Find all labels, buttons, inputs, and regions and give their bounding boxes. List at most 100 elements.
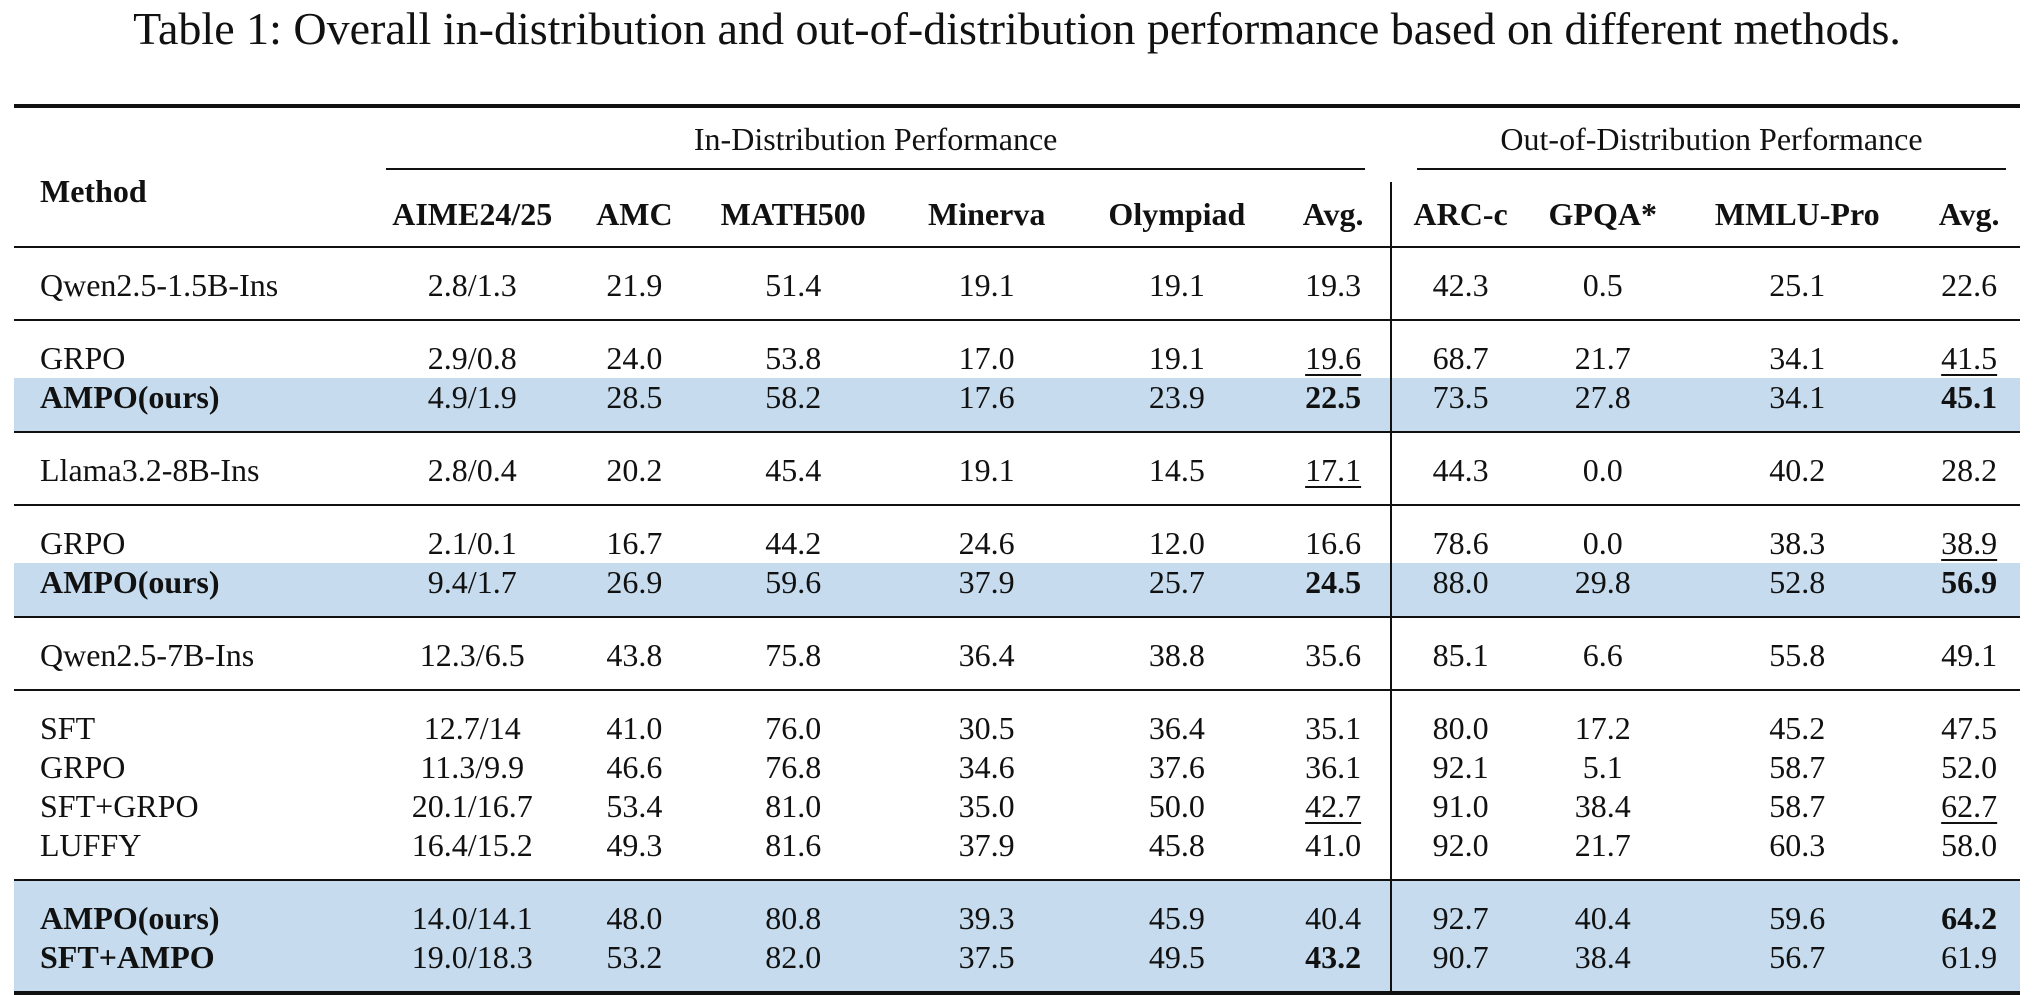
value-text: 26.9 [606,564,663,600]
value-text: 92.7 [1432,900,1489,936]
value-cell: 0.0 [1529,504,1677,563]
value-cell: 55.8 [1676,616,1919,690]
value-text: 49.1 [1941,637,1998,673]
value-text: 19.6 [1305,340,1362,376]
value-text: 45.9 [1148,900,1205,936]
value-text: 2.8/1.3 [427,267,517,303]
value-cell: 2.8/0.4 [366,431,579,505]
value-text: 53.8 [765,340,822,376]
method-cell: LUFFY [40,827,142,863]
value-cell: 35.1 [1276,689,1392,748]
value-text: 30.5 [958,710,1015,746]
table-row: AMPO(ours) 14.0/14.1 48.0 80.8 39.3 45.9 40.4 9… [14,879,2020,938]
column-header-row: AIME24/25 AMC MATH500 Minerva Olympiad A… [14,182,2020,247]
value-cell: 38.4 [1529,787,1676,826]
col-header: Olympiad [1108,195,1246,232]
value-text: 16.4/15.2 [411,827,533,863]
value-cell: 34.1 [1676,319,1919,378]
value-cell: 38.9 [1918,504,2020,563]
value-text: 45.4 [765,452,822,488]
value-text: 37.9 [958,564,1015,600]
value-cell: 46.6 [578,748,690,787]
value-cell: 19.0/18.3 [366,938,579,995]
value-text: 24.6 [958,525,1015,561]
value-cell: 36.1 [1276,748,1392,787]
value-text: 61.9 [1941,939,1998,975]
value-cell: 62.7 [1918,787,2020,826]
value-cell: 58.7 [1676,787,1918,826]
value-text: 88.0 [1432,564,1489,600]
group-header-row: Method In-Distribution Performance Out-o… [14,106,2020,209]
value-cell: 92.1 [1391,748,1529,787]
value-cell: 25.1 [1676,246,1919,320]
value-text: 36.4 [958,637,1015,673]
method-header: Method [40,172,147,209]
value-text: 90.7 [1432,939,1489,975]
value-cell: 56.7 [1676,938,1919,995]
value-text: 28.2 [1941,452,1998,488]
method-cell: GRPO [14,504,367,563]
value-cell: 16.4/15.2 [366,826,578,880]
value-cell: 47.5 [1918,689,2020,748]
value-text: 19.3 [1305,267,1362,303]
value-text: 44.3 [1432,452,1489,488]
value-cell: 45.9 [1077,879,1277,938]
table-caption: Table 1: Overall in-distribution and out… [133,3,1901,54]
value-text: 20.2 [606,452,663,488]
value-cell: 19.6 [1276,319,1392,378]
table-row: GRPO 11.3/9.9 46.6 76.8 34.6 37.6 36.1 92.1 5.1 5… [14,748,2020,787]
table-body: Qwen2.5-1.5B-Ins 2.8/1.3 21.9 51.4 19.1 19.1 1… [14,246,2020,995]
value-cell: 53.8 [690,319,896,378]
method-cell: Llama3.2-8B-Ins [14,431,367,505]
value-cell: 37.5 [895,938,1078,995]
value-text: 76.0 [765,710,822,746]
col-header: AIME24/25 [392,195,553,232]
value-cell: 29.8 [1529,563,1677,617]
value-text: 34.6 [958,749,1015,785]
value-text: 52.8 [1769,564,1826,600]
value-text: 16.7 [606,525,663,561]
value-cell: 91.0 [1391,787,1529,826]
value-text: 5.1 [1582,749,1623,785]
table-row: SFT 12.7/14 41.0 76.0 30.5 36.4 35.1 80.0 17.2 45… [14,689,2020,748]
value-text: 24.5 [1305,564,1362,600]
out-distribution-header: Out-of-Distribution Performance [1391,106,2020,182]
value-text: 35.6 [1305,637,1362,673]
value-text: 80.0 [1432,710,1489,746]
value-text: 0.5 [1582,267,1623,303]
value-text: 34.1 [1769,379,1826,415]
value-text: 78.6 [1432,525,1489,561]
value-cell: 80.8 [690,879,896,938]
value-cell: 34.1 [1676,378,1919,432]
method-cell: GRPO [14,319,367,378]
value-text: 21.9 [606,267,663,303]
value-cell: 14.0/14.1 [366,879,579,938]
value-cell: 22.5 [1276,378,1392,432]
value-cell: 53.4 [578,787,690,826]
value-text: 2.8/0.4 [427,452,517,488]
value-cell: 37.9 [896,826,1078,880]
value-cell: 49.1 [1918,616,2020,690]
value-cell: 40.4 [1529,879,1677,938]
value-text: 12.0 [1148,525,1205,561]
value-text: 22.5 [1305,379,1362,415]
value-text: 34.1 [1769,340,1826,376]
value-cell: 38.8 [1077,616,1277,690]
value-cell: 35.0 [896,787,1078,826]
value-cell: 60.3 [1676,826,1918,880]
value-cell: 6.6 [1529,616,1677,690]
value-text: 91.0 [1432,788,1489,824]
value-cell: 92.7 [1390,879,1530,938]
value-cell: 92.0 [1391,826,1529,880]
value-text: 92.1 [1432,749,1489,785]
method-cell: SFT+GRPO [40,788,199,824]
value-cell: 44.3 [1390,431,1530,505]
value-text: 19.1 [1148,340,1205,376]
value-text: 27.8 [1574,379,1631,415]
value-text: 16.6 [1305,525,1362,561]
value-text: 14.5 [1148,452,1205,488]
value-cell: 45.4 [690,431,896,505]
col-header: Minerva [928,195,1046,232]
value-text: 60.3 [1769,827,1826,863]
value-cell: 30.5 [895,689,1078,748]
